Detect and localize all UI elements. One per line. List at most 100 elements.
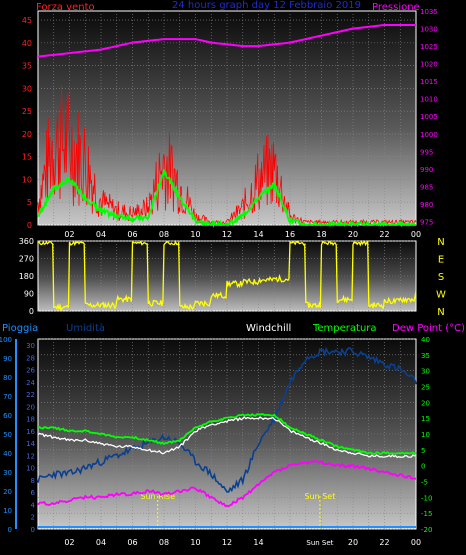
windchill-series-line [37,416,417,459]
temperature-tick-label: 30 [421,368,430,376]
rain-tick-label: 60 [3,412,12,420]
temperature-tick-label: -20 [421,526,432,534]
pressure-tick-label: 980 [420,201,433,209]
rain-tick-label: 0 [8,526,12,534]
rain-tick-label: 80 [3,374,12,382]
pressure-axis: 975 980 985 990 995 1000 1005 1010 1015 1020 1025 1… [420,8,438,226]
temp-time-tick-label: 22 [379,538,389,547]
temperature-tick-label: 40 [421,336,430,344]
rain-tick-label: 30 [3,469,12,477]
temp-time-tick-label: 08 [159,538,169,547]
pressure-tick-label: 985 [420,183,433,191]
compass-label: N [437,307,444,318]
wind-axis-title: Forza vento [36,2,95,13]
wind-tick-label: 10 [22,175,32,184]
humidity-series-line [37,346,417,493]
wind-time-tick-label: 18 [316,230,326,239]
wind-tick-label: 5 [27,198,32,207]
temperature-tick-label: 15 [421,415,430,423]
rain-tick-label: 20 [3,488,12,496]
wind-time-tick-label: 04 [96,230,106,239]
wind-time-tick-label: 08 [159,230,169,239]
direction-tick-label: 90 [24,290,34,299]
humidity-tick-label: 14 [26,440,35,448]
rain-tick-label: 40 [3,450,12,458]
wind-axis: 0 5 10 15 20 25 30 35 40 45 [22,16,32,230]
wind-time-tick-label: 00 [411,230,421,239]
humidity-tick-label: 8 [31,477,35,485]
temperature-series-line [37,413,417,456]
sun-rise-label: Sun Rise [140,492,175,501]
wind-tick-label: 30 [22,84,32,93]
temperature-tick-label: -5 [421,479,428,487]
rain-tick-label: 90 [3,355,12,363]
temperature-tick-label: -15 [421,510,432,518]
rain-tick-label: 50 [3,431,12,439]
temperature-tick-label: 35 [421,352,430,360]
humidity-tick-label: 2 [31,514,35,522]
wind-time-tick-label: 22 [379,230,389,239]
compass-label: E [438,255,444,266]
temp-time-tick-label: 00 [411,538,421,547]
wind-pressure-marks [37,24,417,229]
sun-set-label: Sun Set [304,492,335,501]
direction-marks [37,239,417,312]
temperature-tick-label: 25 [421,384,430,392]
rain-tick-label: 10 [3,507,12,515]
temperature-legend: Temperatura [312,323,377,334]
temp-time-tick-label: Sun Set [306,539,333,547]
temp-time-tick-label: 14 [253,538,263,547]
humidity-tick-label: 18 [26,416,35,424]
dewpoint-axis-title: Dew Point (°C) [392,323,465,334]
windchill-legend: Windchill [246,323,291,334]
wind-tick-label: 0 [27,221,32,230]
direction-tick-label: 0 [29,307,34,316]
pressure-tick-label: 1015 [420,78,438,86]
temperature-axis: -20 -15 -10 -5 0 5 10 15 20 25 30 35 40 [421,336,432,534]
humidity-axis-title: Umidità [66,322,105,334]
pressure-series-line [37,24,416,58]
compass-label: S [438,272,444,283]
pressure-axis-title: Pressione [372,2,420,13]
pressure-tick-label: 1020 [420,61,438,69]
temperature-tick-label: 0 [421,463,425,471]
humidity-tick-label: 28 [26,354,35,362]
wind-pressure-plot-area [37,10,417,226]
wind-tick-label: 40 [22,39,32,48]
humidity-tick-label: 26 [26,367,35,375]
dewpoint-series-line [37,459,417,508]
compass-label: W [436,290,446,301]
temperature-tick-label: 10 [421,431,430,439]
wind-time-tick-label: 20 [348,230,358,239]
temp-humidity-marks: Sun Rise Sun Set [37,346,417,529]
wind-average-series-line [37,169,416,229]
rain-tick-label: 70 [3,393,12,401]
temp-time-tick-label: 06 [127,538,137,547]
temp-time-tick-label: 20 [348,538,358,547]
direction-series-line [37,239,417,312]
temperature-tick-label: 20 [421,399,430,407]
humidity-tick-label: 0 [31,526,35,534]
temperature-tick-label: -10 [421,494,432,502]
direction-tick-label: 270 [19,255,34,264]
wind-time-tick-label: 16 [285,230,295,239]
wind-time-tick-label: 06 [127,230,137,239]
pressure-tick-label: 1005 [420,113,438,121]
temp-time-tick-label: 04 [96,538,106,547]
humidity-tick-label: 4 [31,501,36,509]
wind-time-axis: 02 04 06 08 10 12 14 16 18 20 22 00 [64,230,421,239]
pressure-tick-label: 1030 [420,26,438,34]
wind-time-tick-label: 02 [64,230,74,239]
wind-tick-label: 25 [22,107,32,116]
humidity-tick-label: 10 [26,465,35,473]
pressure-tick-label: 975 [420,218,433,226]
humidity-tick-label: 20 [26,403,35,411]
temp-time-tick-label: 02 [64,538,74,547]
pressure-tick-label: 1025 [420,43,438,51]
rain-axis-title: Pioggia [2,323,38,334]
direction-tick-label: 180 [19,272,34,281]
compass-label: N [437,237,444,248]
